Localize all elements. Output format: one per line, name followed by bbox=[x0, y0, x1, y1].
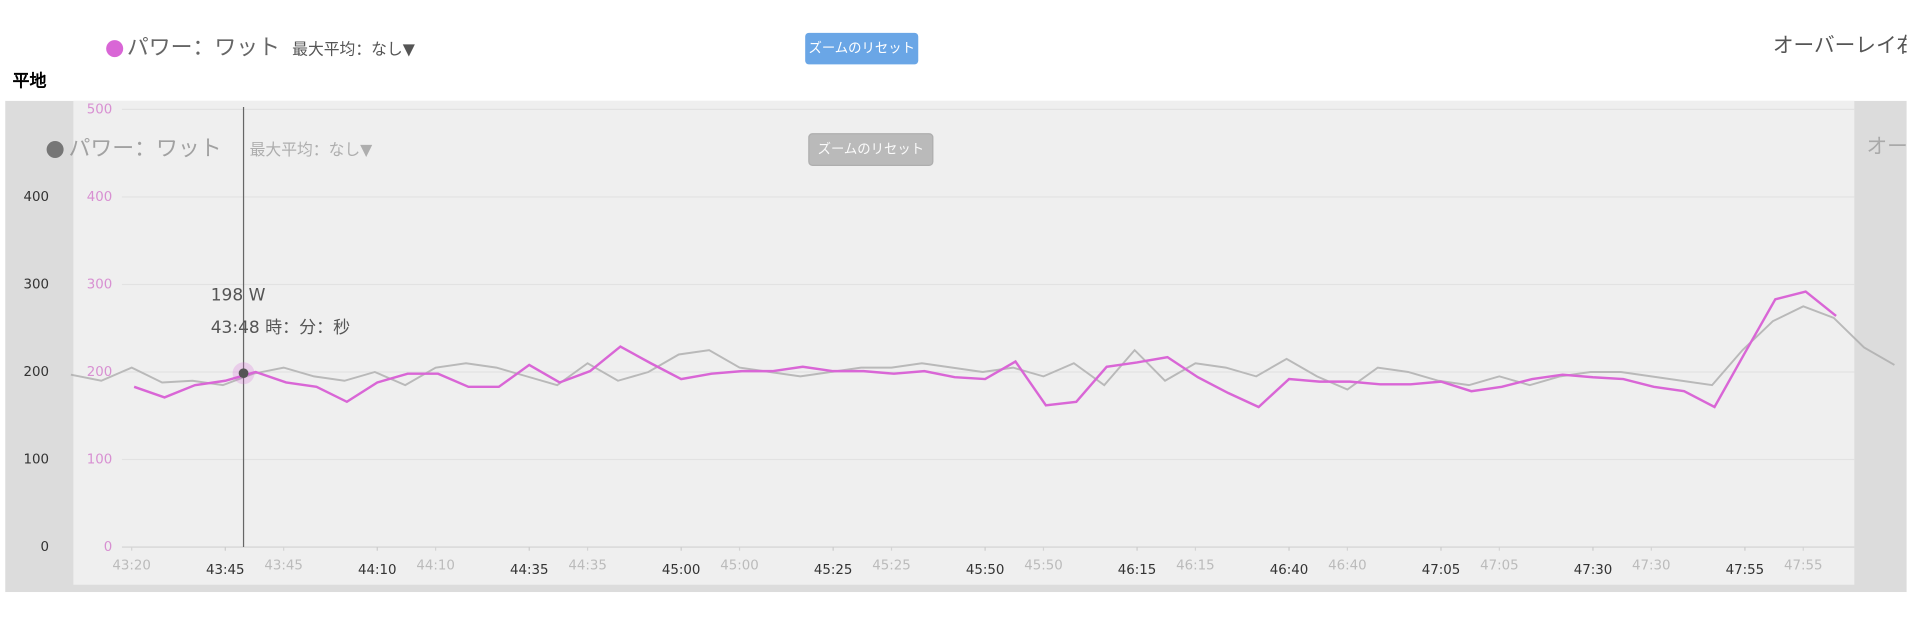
y-tick-label: 200 bbox=[24, 365, 49, 380]
outer-chart: パワー：ワット 最大平均：なし▼ ズームのリセット オーバーレイ右0100200300… bbox=[24, 32, 1907, 578]
overlay-toggle[interactable]: オーバーレイ右 bbox=[1866, 134, 1907, 158]
x-tick-label: 47:30 bbox=[1574, 563, 1613, 578]
x-tick-label: 45:50 bbox=[966, 563, 1005, 578]
x-tick-label: 45:50 bbox=[1024, 558, 1063, 573]
inner-chart: パワー：ワット 最大平均：なし▼ ズームのリセット オーバーレイ右 0 100 200 300… bbox=[46, 102, 1907, 573]
y-tick-label: 400 bbox=[87, 190, 113, 205]
x-tick-label: 46:15 bbox=[1118, 563, 1157, 578]
y-tick-label: 300 bbox=[87, 277, 113, 292]
x-tick-label: 45:25 bbox=[872, 558, 911, 573]
reset-button-label[interactable]: ズームのリセット bbox=[818, 142, 924, 158]
y-tick-label: 200 bbox=[87, 365, 113, 380]
inner-panel bbox=[73, 100, 1855, 585]
y-tick-label: 100 bbox=[24, 453, 49, 468]
series-line bbox=[70, 305, 1895, 391]
x-tick-label: 44:10 bbox=[416, 558, 454, 573]
x-tick-label: 45:00 bbox=[720, 558, 759, 573]
x-tick-label: 47:55 bbox=[1784, 558, 1823, 573]
x-tick-label: 45:25 bbox=[814, 563, 853, 578]
x-tick-label: 44:35 bbox=[568, 558, 607, 573]
x-tick-label: 46:40 bbox=[1270, 563, 1308, 578]
tooltip-time: 43:48 時：分：秒 bbox=[211, 318, 350, 338]
x-tick-label: 45:00 bbox=[662, 563, 701, 578]
x-tick-label: 46:40 bbox=[1328, 558, 1367, 573]
x-tick-label: 47:30 bbox=[1632, 558, 1671, 573]
x-tick-label: 43:20 bbox=[112, 558, 151, 573]
legend-dot[interactable] bbox=[46, 141, 64, 159]
reset-button-label[interactable]: ズームのリセット bbox=[808, 41, 914, 57]
x-tick-label: 43:45 bbox=[264, 558, 303, 573]
y-tick-label: 0 bbox=[41, 540, 50, 555]
cursor-dot bbox=[238, 368, 249, 379]
max-average[interactable]: 最大平均：なし▼ bbox=[250, 140, 374, 159]
terrain-label: 平地 bbox=[13, 70, 47, 91]
y-tick-label: 500 bbox=[87, 102, 113, 117]
x-tick-label: 47:55 bbox=[1726, 563, 1765, 578]
overlay-toggle[interactable]: オーバーレイ右 bbox=[1773, 33, 1907, 57]
legend-dot[interactable] bbox=[106, 40, 124, 58]
y-tick-label: 300 bbox=[24, 277, 49, 292]
max-average[interactable]: 最大平均：なし▼ bbox=[292, 39, 416, 58]
x-tick-label: 47:05 bbox=[1480, 558, 1518, 573]
legend-label[interactable]: パワー：ワット bbox=[68, 137, 221, 162]
tooltip-value: 198 W bbox=[211, 285, 266, 305]
x-tick-label: 47:05 bbox=[1422, 563, 1461, 578]
plot-layer: パワー：ワット最大平均：なし▼ズームのリセットオーバーレイ右0100200300… bbox=[24, 32, 1907, 578]
y-tick-label: 100 bbox=[87, 453, 113, 468]
x-tick-label: 44:10 bbox=[358, 563, 396, 578]
legend-label[interactable]: パワー：ワット bbox=[127, 36, 280, 61]
reset-button[interactable] bbox=[808, 133, 934, 166]
series-line bbox=[133, 290, 1837, 409]
reset-button[interactable] bbox=[805, 32, 919, 65]
y-tick-label: 400 bbox=[24, 190, 49, 205]
x-tick-label: 46:15 bbox=[1176, 558, 1215, 573]
x-tick-label: 44:35 bbox=[510, 563, 549, 578]
x-tick-label: 43:45 bbox=[206, 563, 245, 578]
y-tick-label: 0 bbox=[104, 540, 113, 555]
